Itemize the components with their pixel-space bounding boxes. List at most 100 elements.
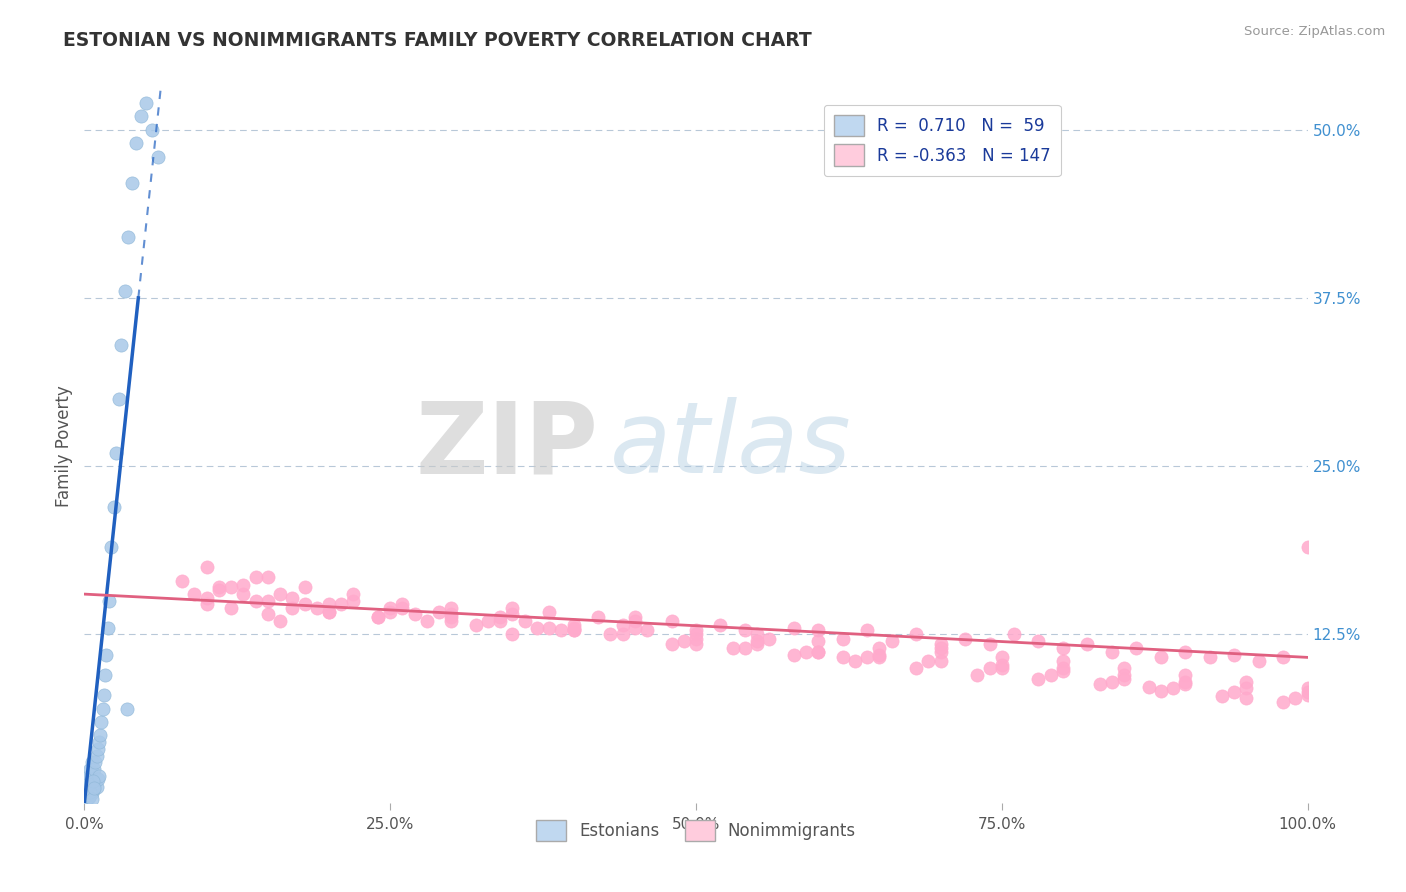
Point bbox=[1150, 684, 1173, 698]
Point bbox=[905, 627, 928, 641]
Point bbox=[380, 605, 402, 619]
Point bbox=[831, 650, 853, 665]
Point bbox=[94, 668, 117, 682]
Point bbox=[93, 688, 115, 702]
Point bbox=[807, 634, 830, 648]
Point bbox=[624, 621, 647, 635]
Point bbox=[391, 600, 413, 615]
Point bbox=[77, 769, 100, 783]
Point bbox=[257, 607, 280, 622]
Point bbox=[538, 605, 561, 619]
Point bbox=[107, 392, 129, 406]
Point bbox=[550, 624, 572, 638]
Point bbox=[562, 624, 585, 638]
Text: atlas: atlas bbox=[610, 398, 852, 494]
Point bbox=[380, 600, 402, 615]
Point bbox=[685, 627, 707, 641]
Point bbox=[869, 648, 891, 662]
Point bbox=[1088, 677, 1111, 691]
Point bbox=[1296, 540, 1319, 554]
Point bbox=[624, 614, 647, 628]
Point bbox=[1125, 640, 1147, 655]
Point bbox=[195, 591, 218, 606]
Point bbox=[1150, 650, 1173, 665]
Point bbox=[305, 600, 328, 615]
Point bbox=[87, 735, 110, 749]
Point bbox=[87, 769, 110, 783]
Point bbox=[135, 95, 157, 110]
Point bbox=[869, 650, 891, 665]
Point bbox=[1174, 645, 1197, 659]
Point bbox=[586, 610, 609, 624]
Point bbox=[1137, 680, 1160, 694]
Point bbox=[661, 637, 683, 651]
Text: ZIP: ZIP bbox=[415, 398, 598, 494]
Point bbox=[232, 587, 254, 601]
Point bbox=[82, 766, 104, 780]
Point bbox=[129, 109, 152, 123]
Point bbox=[1198, 650, 1220, 665]
Point bbox=[1052, 640, 1074, 655]
Point bbox=[612, 618, 634, 632]
Point bbox=[1052, 664, 1074, 678]
Point bbox=[1052, 661, 1074, 675]
Point bbox=[636, 624, 658, 638]
Point bbox=[734, 640, 756, 655]
Point bbox=[1247, 655, 1270, 669]
Point bbox=[80, 756, 103, 770]
Point bbox=[195, 597, 218, 611]
Point bbox=[77, 790, 100, 805]
Point bbox=[76, 775, 98, 789]
Point bbox=[195, 560, 218, 574]
Point bbox=[91, 701, 114, 715]
Point bbox=[929, 655, 952, 669]
Point bbox=[208, 580, 231, 594]
Point bbox=[440, 600, 463, 615]
Legend: Estonians, Nonimmigrants: Estonians, Nonimmigrants bbox=[529, 814, 863, 848]
Point bbox=[219, 600, 242, 615]
Text: ESTONIAN VS NONIMMIGRANTS FAMILY POVERTY CORRELATION CHART: ESTONIAN VS NONIMMIGRANTS FAMILY POVERTY… bbox=[63, 31, 813, 50]
Point bbox=[844, 655, 866, 669]
Point bbox=[269, 587, 291, 601]
Point bbox=[477, 614, 499, 628]
Point bbox=[672, 634, 695, 648]
Point bbox=[342, 587, 364, 601]
Point bbox=[440, 607, 463, 622]
Point bbox=[77, 788, 100, 802]
Point bbox=[1114, 672, 1136, 686]
Point bbox=[318, 605, 340, 619]
Point bbox=[929, 640, 952, 655]
Point bbox=[391, 597, 413, 611]
Point bbox=[146, 149, 169, 163]
Point bbox=[105, 446, 128, 460]
Point bbox=[612, 627, 634, 641]
Point bbox=[747, 637, 769, 651]
Point bbox=[83, 780, 105, 795]
Point bbox=[96, 648, 118, 662]
Point bbox=[342, 594, 364, 608]
Point bbox=[1223, 685, 1246, 699]
Point bbox=[83, 782, 105, 797]
Point bbox=[245, 569, 267, 583]
Point bbox=[86, 780, 108, 794]
Point bbox=[979, 637, 1001, 651]
Point bbox=[685, 632, 707, 646]
Point bbox=[747, 634, 769, 648]
Point bbox=[115, 701, 138, 715]
Point bbox=[76, 785, 98, 799]
Point bbox=[440, 610, 463, 624]
Point bbox=[856, 650, 879, 665]
Point bbox=[172, 574, 194, 588]
Point bbox=[1052, 655, 1074, 669]
Point bbox=[77, 777, 100, 791]
Point bbox=[1272, 650, 1295, 665]
Point bbox=[77, 782, 100, 797]
Point bbox=[747, 627, 769, 641]
Y-axis label: Family Poverty: Family Poverty bbox=[55, 385, 73, 507]
Point bbox=[79, 785, 101, 799]
Point bbox=[1236, 674, 1258, 689]
Point bbox=[77, 780, 100, 794]
Point bbox=[869, 640, 891, 655]
Point bbox=[464, 618, 486, 632]
Point bbox=[831, 632, 853, 646]
